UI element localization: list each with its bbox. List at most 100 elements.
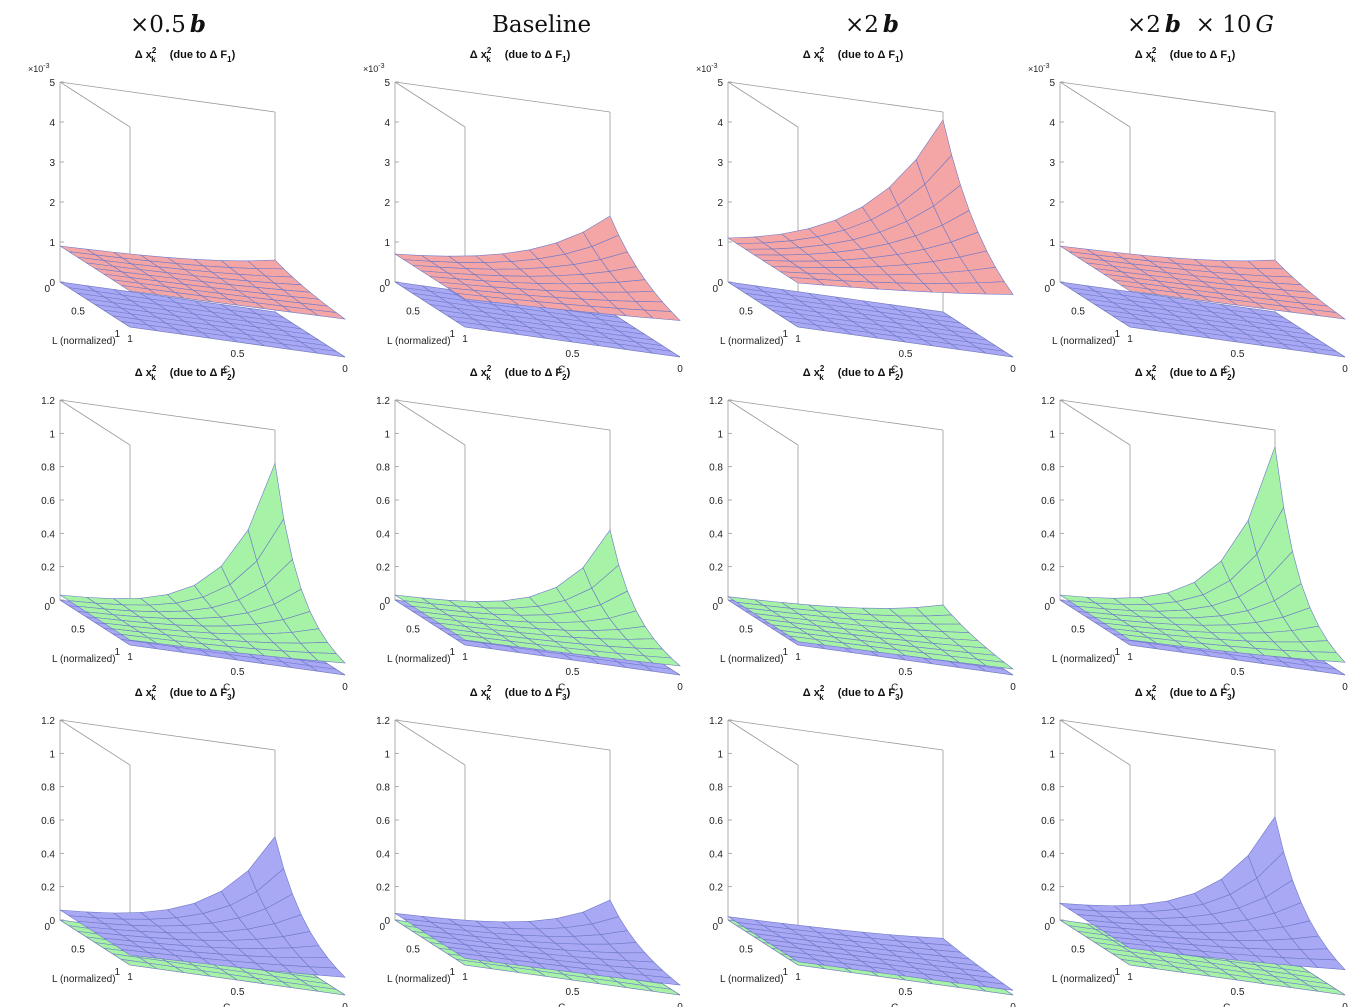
c-tick-label: 0: [1342, 1002, 1348, 1007]
z-multiplier: ×10-3: [363, 63, 385, 74]
l-tick-label: 0.5: [1071, 945, 1085, 956]
z-tick-label: 0.2: [376, 563, 390, 574]
z-tick-label: 4: [384, 118, 390, 129]
l-axis-label: L (normalized): [52, 654, 116, 665]
surface-cell: [644, 985, 681, 996]
c-tick-label: 0: [1010, 682, 1016, 693]
z-tick-label: 1.2: [1041, 716, 1055, 727]
l-tick-label: 0.5: [71, 625, 85, 636]
l-tick-label: 0.5: [739, 945, 753, 956]
z-tick-label: 0.6: [41, 496, 55, 507]
l-tick-label: 1: [114, 329, 120, 340]
z-tick-label: 0: [1049, 278, 1055, 289]
l-tick-label: 0: [44, 602, 50, 613]
l-tick-label: 0: [712, 284, 718, 295]
panel-title: Δ x2 k (due to Δ F2): [470, 364, 571, 382]
surface-cell: [644, 665, 681, 676]
l-axis-label: L (normalized): [387, 336, 451, 347]
c-tick-label: 0: [1342, 682, 1348, 693]
l-tick-label: 0: [379, 922, 385, 933]
z-tick-label: 2: [49, 198, 55, 209]
axis-box-edge: [394, 399, 466, 446]
z-tick-label: 0.6: [376, 496, 390, 507]
c-tick-label: 1: [1127, 652, 1133, 663]
c-tick-label: 0: [342, 682, 348, 693]
c-tick-label: 0: [677, 682, 683, 693]
z-tick-label: 1.2: [709, 716, 723, 727]
z-tick-label: 1: [49, 238, 55, 249]
c-tick-label: 0.5: [231, 987, 245, 998]
axis-box-edge: [1059, 81, 1131, 128]
axis-box-edge: [727, 399, 799, 446]
z-tick-label: 0.6: [41, 816, 55, 827]
axis-box-edge: [727, 81, 799, 128]
z-multiplier: ×10-3: [28, 63, 50, 74]
panel-r1-c3: 00.20.40.60.811.200.51 10.50L (normalized…: [1041, 364, 1348, 694]
axis-box-edge: [727, 81, 944, 113]
c-axis-label: C: [223, 683, 230, 694]
z-tick-label: 1: [1049, 429, 1055, 440]
z-tick-label: 1.2: [41, 716, 55, 727]
z-tick-label: 0.2: [41, 563, 55, 574]
axis-box-edge: [727, 719, 799, 766]
axis-box-edge: [394, 399, 611, 431]
z-tick-label: 0.4: [41, 849, 55, 860]
l-tick-label: 1: [449, 967, 455, 978]
surface-cell: [309, 665, 346, 676]
c-tick-label: 0.5: [1231, 987, 1245, 998]
c-tick-label: 0: [677, 1002, 683, 1007]
c-axis-label: C: [1223, 683, 1230, 694]
l-tick-label: 0.5: [406, 625, 420, 636]
c-tick-label: 1: [795, 972, 801, 983]
panel-title: Δ x2 k (due to Δ F1): [1135, 46, 1236, 64]
z-tick-label: 1.2: [376, 716, 390, 727]
l-axis-label: L (normalized): [1052, 654, 1116, 665]
l-tick-label: 1: [114, 647, 120, 658]
z-tick-label: 1: [717, 429, 723, 440]
c-tick-label: 0: [1342, 364, 1348, 375]
z-tick-label: 0.8: [376, 783, 390, 794]
axis-box-edge: [59, 81, 276, 113]
c-axis-label: C: [891, 365, 898, 376]
main-surface: [727, 596, 1015, 670]
l-axis-label: L (normalized): [387, 654, 451, 665]
z-tick-label: 0: [717, 916, 723, 927]
l-tick-label: 0: [712, 602, 718, 613]
c-tick-label: 0.5: [899, 987, 913, 998]
z-tick-label: 3: [717, 158, 723, 169]
z-multiplier: ×10-3: [696, 63, 718, 74]
surface-cell: [643, 309, 681, 321]
c-tick-label: 0.5: [1231, 667, 1245, 678]
c-tick-label: 1: [795, 652, 801, 663]
main-surface: [394, 899, 681, 986]
z-tick-label: 1: [384, 749, 390, 760]
axis-box-edge: [394, 719, 611, 751]
c-tick-label: 1: [1127, 972, 1133, 983]
surface-cell: [643, 974, 681, 986]
panel-title: Δ x2 k (due to Δ F1): [803, 46, 904, 64]
axis-box-edge: [1059, 81, 1276, 113]
z-tick-label: 0.8: [41, 783, 55, 794]
surface-cell: [1309, 309, 1347, 320]
panel-title: Δ x2 k (due to Δ F2): [1135, 364, 1236, 382]
z-tick-label: 0.2: [709, 883, 723, 894]
z-tick-label: 0.4: [709, 529, 723, 540]
l-tick-label: 0.5: [1071, 307, 1085, 318]
panel-title: Δ x2 k (due to Δ F3): [135, 684, 236, 702]
surface-cell: [976, 658, 1015, 670]
axis-box-edge: [1059, 719, 1131, 766]
l-axis-label: L (normalized): [1052, 974, 1116, 985]
surface-cell: [977, 347, 1014, 358]
surface-cell: [643, 655, 681, 667]
l-tick-label: 0: [1044, 922, 1050, 933]
z-tick-label: 0.6: [376, 816, 390, 827]
c-tick-label: 0.5: [566, 987, 580, 998]
surface-cell: [309, 985, 346, 996]
z-tick-label: 4: [49, 118, 55, 129]
l-tick-label: 0: [379, 602, 385, 613]
